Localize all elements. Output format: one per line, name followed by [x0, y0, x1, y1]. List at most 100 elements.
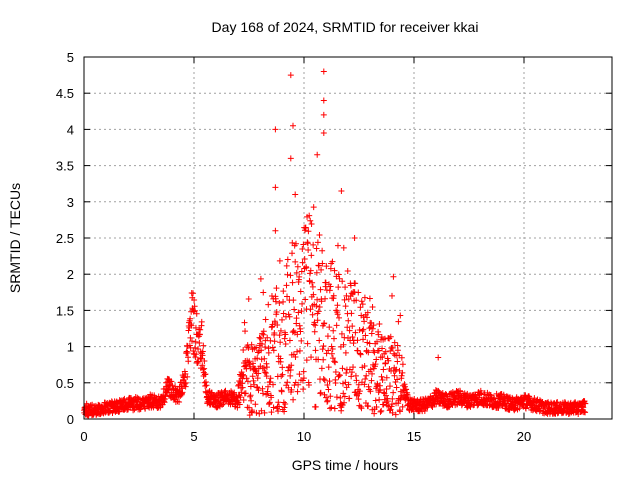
y-tick-label: 1.5 — [56, 303, 74, 318]
data-point — [382, 348, 389, 355]
data-point — [312, 403, 319, 410]
data-point — [554, 399, 561, 406]
data-point — [365, 383, 372, 390]
data-point — [320, 356, 327, 363]
data-point — [185, 358, 192, 365]
data-point — [322, 295, 329, 302]
data-point — [219, 401, 226, 408]
data-point — [348, 290, 355, 297]
data-point — [302, 296, 309, 303]
data-point — [293, 315, 300, 322]
y-tick-label: 0.5 — [56, 376, 74, 391]
data-point — [391, 372, 398, 379]
data-point — [296, 347, 303, 354]
data-point — [327, 393, 334, 400]
data-point — [277, 327, 284, 334]
data-point — [264, 390, 271, 397]
data-point — [359, 301, 366, 308]
data-point — [312, 322, 319, 329]
data-point — [272, 126, 279, 133]
data-point — [300, 241, 307, 248]
data-point — [299, 246, 306, 253]
data-point — [310, 291, 317, 298]
data-point — [305, 382, 312, 389]
data-point — [294, 263, 301, 270]
data-point — [377, 408, 384, 415]
data-point — [477, 390, 483, 397]
data-point — [290, 396, 297, 403]
data-point — [342, 379, 349, 386]
data-point — [329, 346, 336, 353]
data-point — [109, 410, 116, 417]
data-point — [279, 371, 286, 378]
data-point — [307, 306, 314, 313]
data-point — [264, 334, 271, 341]
data-point — [263, 364, 270, 371]
x-axis-label: GPS time / hours — [292, 457, 399, 473]
data-point — [331, 267, 338, 274]
data-point — [247, 393, 254, 400]
data-point — [265, 349, 272, 356]
data-point — [308, 220, 315, 227]
data-point — [178, 390, 185, 397]
data-point — [349, 333, 356, 340]
data-point — [277, 339, 284, 346]
data-point — [270, 381, 277, 388]
data-point — [355, 381, 362, 388]
data-point — [319, 260, 326, 267]
data-point — [341, 296, 348, 303]
data-point — [256, 334, 263, 341]
data-point — [386, 383, 393, 390]
data-point — [389, 401, 396, 408]
data-point — [435, 354, 442, 361]
data-point — [188, 322, 195, 329]
data-point — [347, 282, 354, 289]
data-point — [257, 335, 264, 342]
data-point — [228, 388, 235, 395]
data-point — [199, 362, 206, 369]
data-point — [336, 371, 343, 378]
data-point — [313, 302, 320, 309]
data-point — [300, 375, 307, 382]
data-point — [344, 324, 351, 331]
data-point — [292, 353, 299, 360]
data-point — [183, 348, 190, 355]
x-tick-label: 15 — [407, 429, 421, 444]
data-point — [365, 349, 372, 356]
data-point — [320, 342, 327, 349]
data-point — [314, 151, 321, 158]
data-point — [394, 347, 401, 354]
data-point — [362, 332, 369, 339]
y-tick-label: 4.5 — [56, 86, 74, 101]
data-point — [378, 373, 385, 380]
data-point — [304, 340, 311, 347]
data-point — [328, 404, 335, 411]
data-point — [168, 378, 175, 385]
data-point — [201, 365, 208, 372]
data-point — [274, 321, 281, 328]
data-point — [351, 235, 358, 241]
data-point — [255, 370, 262, 377]
data-point — [319, 346, 326, 353]
data-point — [288, 386, 295, 393]
data-point — [200, 366, 207, 373]
data-point — [278, 373, 285, 380]
data-point — [366, 295, 373, 302]
data-point — [357, 350, 364, 357]
data-point — [306, 270, 313, 277]
data-point — [289, 250, 296, 257]
data-point — [320, 68, 327, 75]
data-point — [346, 395, 353, 402]
data-point — [317, 286, 324, 293]
data-point — [282, 331, 289, 338]
data-point — [308, 252, 315, 259]
data-point — [390, 273, 397, 280]
data-point — [106, 409, 113, 416]
data-point — [325, 364, 332, 371]
data-point — [240, 372, 247, 379]
data-point — [268, 394, 275, 401]
data-point — [315, 356, 322, 363]
data-point — [249, 373, 256, 380]
data-point — [367, 366, 374, 373]
data-point — [278, 388, 285, 395]
